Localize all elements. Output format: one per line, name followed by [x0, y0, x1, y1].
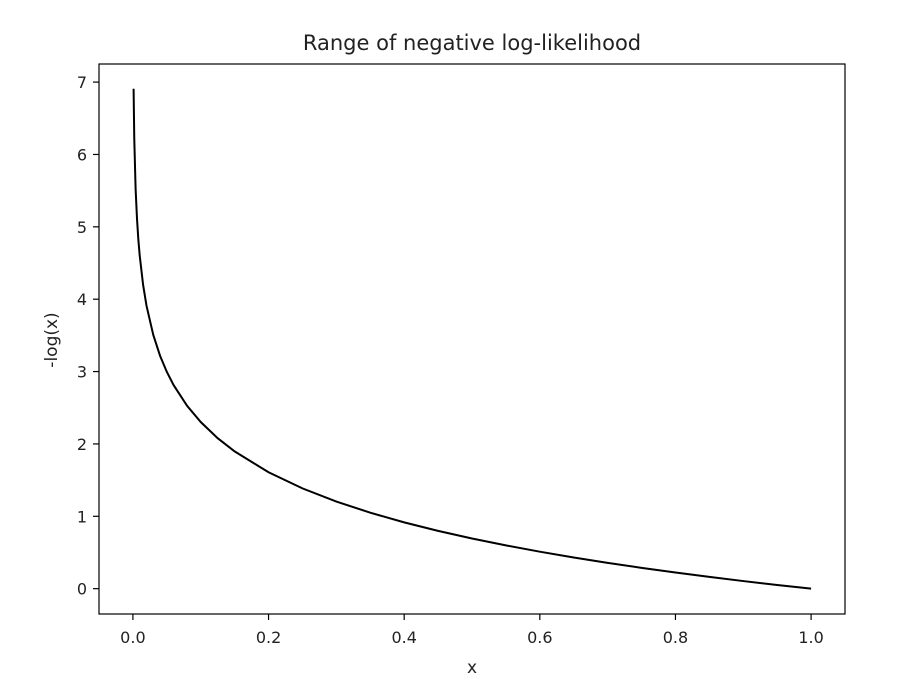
y-tick-label: 7 — [77, 73, 87, 92]
y-tick-label: 5 — [77, 218, 87, 237]
y-axis-label: -log(x) — [42, 312, 62, 367]
x-tick-label: 1.0 — [798, 628, 823, 647]
x-tick-label: 0.8 — [663, 628, 688, 647]
y-tick-label: 4 — [77, 290, 87, 309]
x-axis: 0.0 0.2 0.4 0.6 0.8 1.0 — [120, 614, 824, 647]
x-tick-label: 0.4 — [391, 628, 416, 647]
series-line — [132, 88, 812, 590]
chart-title: Range of negative log-likelihood — [303, 31, 641, 55]
x-axis-label: x — [467, 658, 477, 678]
y-axis: 0 1 2 3 4 5 6 7 — [77, 73, 99, 599]
y-tick-label: 6 — [77, 145, 87, 164]
plot-frame — [98, 63, 846, 615]
y-tick-label: 0 — [77, 580, 87, 599]
x-tick-label: 0.2 — [256, 628, 281, 647]
y-tick-label: 1 — [77, 507, 87, 526]
x-tick-label: 0.6 — [527, 628, 552, 647]
y-tick-label: 2 — [77, 435, 87, 454]
x-tick-label: 0.0 — [120, 628, 145, 647]
plot-area — [98, 63, 846, 615]
y-tick-label: 3 — [77, 363, 87, 382]
